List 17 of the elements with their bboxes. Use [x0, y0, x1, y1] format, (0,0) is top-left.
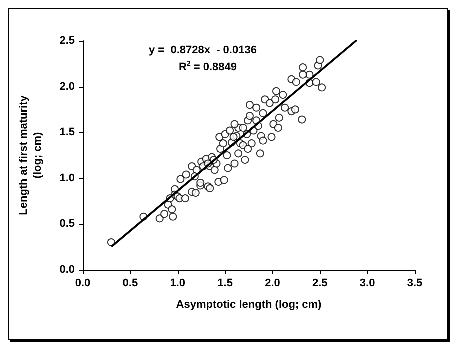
x-tick-label: 1.0 [170, 278, 186, 290]
x-tick-label: 0.5 [122, 278, 138, 290]
y-tick-label: 2.0 [60, 80, 75, 93]
y-tick-label: 1.5 [60, 126, 75, 139]
y-tick-label: 0.0 [60, 264, 75, 276]
x-tick-label: 3.0 [360, 278, 376, 290]
annotation: y = 0.8728x - 0.0136 [149, 44, 257, 56]
y-axis-title: Length at first maturity (log; cm) [18, 94, 44, 216]
x-tick-label: 0.0 [75, 278, 91, 290]
x-tick-label: 3.5 [407, 278, 423, 290]
y-tick-label: 1.0 [60, 172, 75, 184]
x-axis-title: Asymptotic length (log; cm) [176, 299, 322, 311]
y-tick-label: 0.5 [60, 218, 75, 230]
x-tick-label: 1.5 [218, 278, 233, 290]
x-tick-label: 2.0 [265, 278, 280, 290]
x-tick-label: 2.5 [312, 278, 328, 290]
y-tick-label: 2.5 [60, 35, 75, 47]
